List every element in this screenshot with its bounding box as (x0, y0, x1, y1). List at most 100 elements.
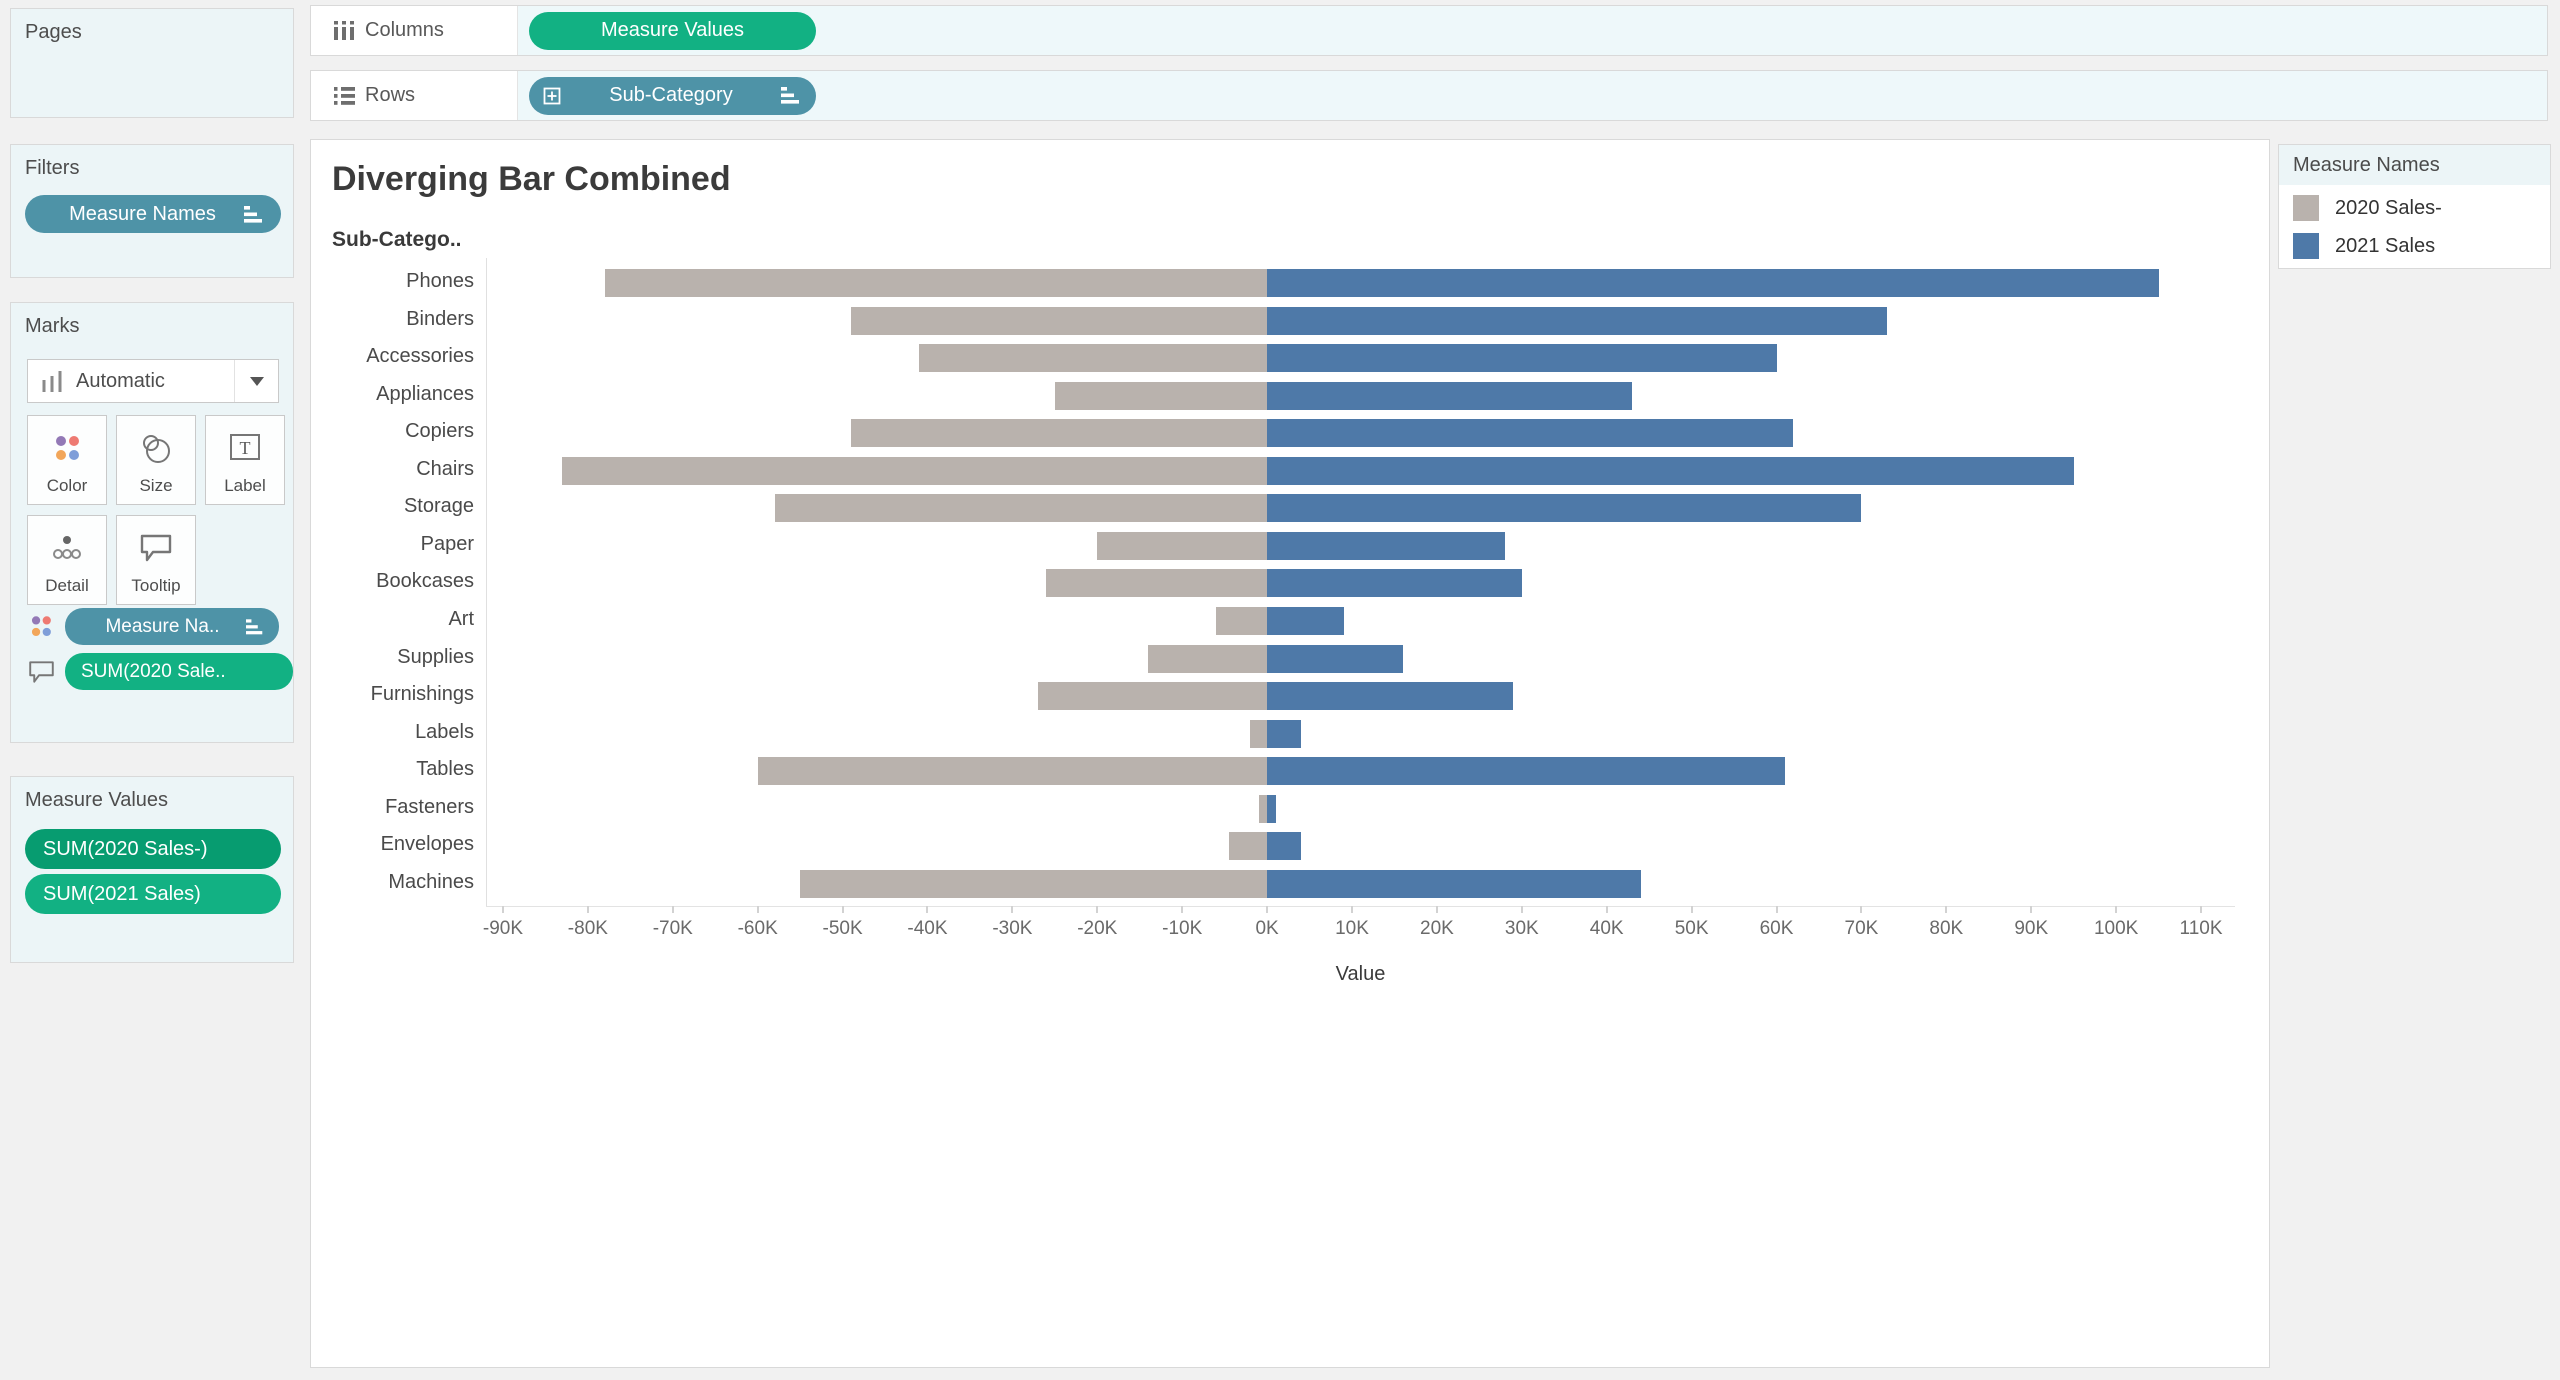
x-tick-mark (926, 906, 929, 913)
x-tick-label: 10K (1335, 918, 1369, 939)
bar-2021-sales-fasteners[interactable] (1267, 794, 1276, 823)
bar-2021-sales-bookcases[interactable] (1267, 569, 1522, 598)
bar-2020-sales-tables[interactable] (757, 757, 1268, 786)
tooltip-button[interactable]: Tooltip (116, 515, 196, 605)
row-label-fasteners[interactable]: Fasteners (385, 795, 474, 818)
bar-2020-sales-labels[interactable] (1250, 719, 1268, 748)
pages-shelf[interactable]: Pages (10, 8, 294, 118)
row-label-copiers[interactable]: Copiers (405, 420, 474, 443)
row-label-paper[interactable]: Paper (420, 532, 474, 555)
row-label-chairs[interactable]: Chairs (416, 457, 474, 480)
bar-2020-sales-appliances[interactable] (1054, 381, 1268, 410)
expand-plus-icon[interactable] (543, 87, 561, 105)
row-label-accessories[interactable]: Accessories (366, 345, 474, 368)
tooltip-icon (117, 532, 195, 564)
row-label-envelopes[interactable]: Envelopes (380, 833, 474, 856)
svg-text:T: T (240, 438, 251, 458)
bar-2021-sales-tables[interactable] (1267, 757, 1785, 786)
rows-shelf-label: Rows (365, 84, 416, 106)
x-tick-label: -60K (737, 918, 778, 939)
x-tick-label: 80K (1929, 918, 1964, 939)
label-button[interactable]: T Label (205, 415, 285, 505)
bar-2020-sales-copiers[interactable] (851, 419, 1268, 448)
bar-2020-sales-envelopes[interactable] (1228, 832, 1268, 861)
row-label-storage[interactable]: Storage (403, 495, 474, 518)
rows-shelf-body[interactable]: Sub-Category (518, 71, 2547, 120)
bar-2020-sales-furnishings[interactable] (1037, 682, 1268, 711)
row-field-header[interactable]: Sub-Catego.. (332, 228, 462, 251)
marks-pill-sum-2020-sales[interactable]: SUM(2020 Sale.. (65, 653, 293, 690)
measure-values-pill-2020[interactable]: SUM(2020 Sales-) (25, 829, 281, 869)
bar-2021-sales-phones[interactable] (1267, 269, 2159, 297)
filters-shelf[interactable]: Filters Measure Names (10, 144, 294, 278)
x-tick-mark (1775, 906, 1778, 913)
bar-2020-sales-accessories[interactable] (919, 344, 1268, 373)
row-label-supplies[interactable]: Supplies (397, 645, 474, 668)
row-label-furnishings[interactable]: Furnishings (370, 683, 474, 706)
color-button[interactable]: Color (27, 415, 107, 505)
bar-2021-sales-machines[interactable] (1267, 869, 1641, 898)
label-icon: T (206, 432, 284, 462)
columns-shelf[interactable]: Columns Measure Values (310, 5, 2548, 56)
bar-2021-sales-chairs[interactable] (1267, 456, 2074, 485)
bar-2021-sales-binders[interactable] (1267, 306, 1887, 335)
bar-2020-sales-art[interactable] (1216, 606, 1268, 635)
bar-2021-sales-appliances[interactable] (1267, 381, 1633, 410)
marks-pill-measure-names-label: Measure Na.. (105, 615, 220, 637)
bar-2020-sales-fasteners[interactable] (1258, 794, 1268, 823)
row-label-bookcases[interactable]: Bookcases (376, 570, 474, 593)
bar-2020-sales-phones[interactable] (604, 269, 1268, 297)
legend-item-2020-sales-[interactable]: 2020 Sales- (2293, 195, 2442, 221)
columns-pill-label: Measure Values (600, 19, 745, 41)
measure-values-title: Measure Values (25, 789, 169, 811)
worksheet-canvas[interactable]: Diverging Bar Combined Sub-Catego.. -90K… (310, 139, 2270, 1368)
x-tick-mark (1690, 906, 1693, 913)
measure-values-pill-2021[interactable]: SUM(2021 Sales) (25, 874, 281, 914)
row-label-tables[interactable]: Tables (416, 758, 474, 781)
bar-2020-sales-bookcases[interactable] (1046, 569, 1268, 598)
bar-chart-icon (40, 370, 66, 392)
detail-button[interactable]: Detail (27, 515, 107, 605)
measure-values-card[interactable]: Measure Values SUM(2020 Sales-) SUM(2021… (10, 776, 294, 963)
chart-title: Diverging Bar Combined (332, 160, 731, 198)
row-label-art[interactable]: Art (448, 607, 474, 630)
bar-2021-sales-envelopes[interactable] (1267, 832, 1302, 861)
bar-2020-sales-machines[interactable] (800, 869, 1268, 898)
bar-2020-sales-binders[interactable] (851, 306, 1268, 335)
marks-card[interactable]: Marks Automatic Color Size T (10, 302, 294, 743)
columns-shelf-label-zone: Columns (311, 6, 518, 55)
rows-shelf[interactable]: Rows Sub-Category (310, 70, 2548, 121)
row-label-labels[interactable]: Labels (415, 720, 474, 743)
mark-type-dropdown[interactable]: Automatic (27, 359, 279, 403)
bar-2020-sales-storage[interactable] (774, 494, 1268, 523)
mark-type-caret-zone[interactable] (234, 360, 278, 402)
row-label-binders[interactable]: Binders (406, 307, 474, 330)
x-tick-mark (2030, 906, 2033, 913)
bar-2021-sales-accessories[interactable] (1267, 344, 1777, 373)
x-tick-mark (671, 906, 674, 913)
bar-2021-sales-copiers[interactable] (1267, 419, 1794, 448)
bar-2021-sales-labels[interactable] (1267, 719, 1302, 748)
bar-2020-sales-supplies[interactable] (1148, 644, 1268, 673)
size-button[interactable]: Size (116, 415, 196, 505)
x-axis-title[interactable]: Value (1335, 963, 1386, 985)
marks-pill-measure-names[interactable]: Measure Na.. (65, 608, 279, 645)
bar-2021-sales-furnishings[interactable] (1267, 682, 1514, 711)
bar-2021-sales-paper[interactable] (1267, 531, 1505, 560)
filter-pill-measure-names[interactable]: Measure Names (25, 195, 281, 233)
x-tick-mark (2115, 906, 2118, 913)
detail-icon (28, 532, 106, 564)
bar-2020-sales-chairs[interactable] (562, 456, 1268, 485)
row-label-machines[interactable]: Machines (388, 870, 474, 893)
rows-pill-sub-category[interactable]: Sub-Category (529, 76, 816, 115)
bar-2021-sales-storage[interactable] (1267, 494, 1862, 523)
bar-2021-sales-art[interactable] (1267, 606, 1344, 635)
legend-item-2021-sales[interactable]: 2021 Sales (2293, 233, 2435, 259)
columns-pill-measure-values[interactable]: Measure Values (529, 11, 816, 50)
columns-shelf-body[interactable]: Measure Values (518, 6, 2547, 55)
bar-2020-sales-paper[interactable] (1097, 531, 1268, 560)
row-label-phones[interactable]: Phones (406, 270, 474, 292)
row-label-appliances[interactable]: Appliances (376, 382, 474, 405)
color-legend-card[interactable]: Measure Names 2020 Sales- 2021 Sales (2278, 144, 2551, 269)
bar-2021-sales-supplies[interactable] (1267, 644, 1403, 673)
